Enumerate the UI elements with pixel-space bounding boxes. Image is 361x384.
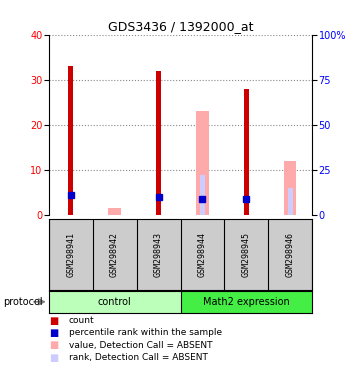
Text: ■: ■ bbox=[49, 316, 58, 326]
Text: GSM298946: GSM298946 bbox=[286, 232, 295, 277]
Text: Math2 expression: Math2 expression bbox=[203, 297, 290, 307]
Text: rank, Detection Call = ABSENT: rank, Detection Call = ABSENT bbox=[69, 353, 208, 362]
Text: ■: ■ bbox=[49, 353, 58, 362]
Text: control: control bbox=[98, 297, 131, 307]
Text: GSM298942: GSM298942 bbox=[110, 232, 119, 277]
Bar bbox=[244, 89, 249, 215]
Text: GSM298941: GSM298941 bbox=[66, 232, 75, 277]
Text: GSM298943: GSM298943 bbox=[154, 232, 163, 277]
Title: GDS3436 / 1392000_at: GDS3436 / 1392000_at bbox=[108, 20, 253, 33]
Bar bbox=[200, 175, 205, 215]
Bar bbox=[196, 111, 209, 215]
Bar bbox=[284, 161, 296, 215]
Bar bbox=[288, 188, 292, 215]
Bar bbox=[108, 208, 121, 215]
Text: ■: ■ bbox=[49, 340, 58, 350]
Bar bbox=[156, 71, 161, 215]
Bar bbox=[49, 291, 180, 313]
Bar bbox=[68, 66, 73, 215]
Text: ■: ■ bbox=[49, 328, 58, 338]
Text: count: count bbox=[69, 316, 94, 325]
Text: percentile rank within the sample: percentile rank within the sample bbox=[69, 328, 222, 338]
Text: GSM298945: GSM298945 bbox=[242, 232, 251, 277]
Text: value, Detection Call = ABSENT: value, Detection Call = ABSENT bbox=[69, 341, 212, 350]
Text: GSM298944: GSM298944 bbox=[198, 232, 207, 277]
Bar bbox=[180, 291, 312, 313]
Text: protocol: protocol bbox=[4, 297, 43, 307]
